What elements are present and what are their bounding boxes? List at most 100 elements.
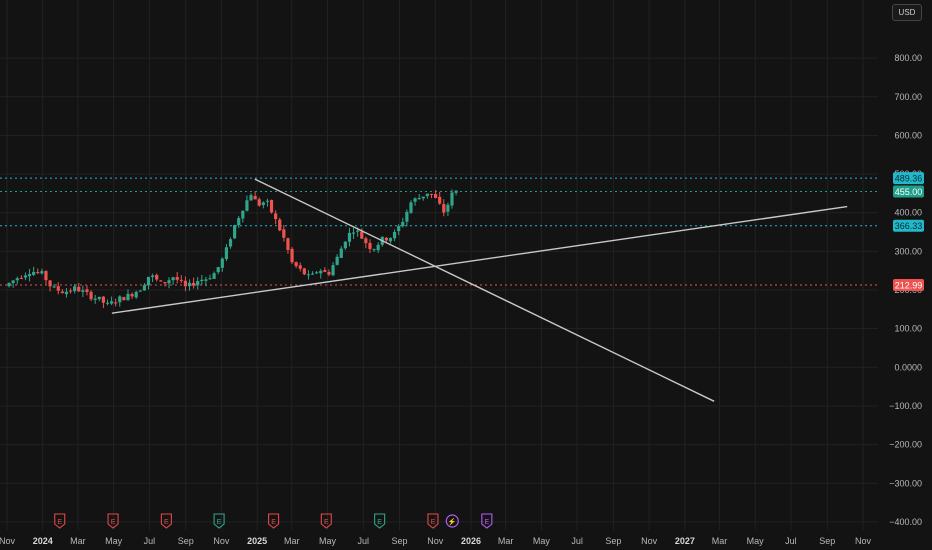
- x-tick-label: Jul: [785, 536, 797, 546]
- candle: [101, 296, 105, 309]
- candle-body: [241, 210, 245, 219]
- candle-body: [60, 291, 64, 294]
- candle-body: [171, 277, 175, 281]
- candle: [150, 273, 155, 283]
- x-tick-label: 2027: [675, 536, 695, 546]
- candle-body: [310, 273, 315, 275]
- candle-body: [331, 265, 335, 276]
- candle-body: [376, 244, 380, 251]
- candle: [68, 288, 73, 294]
- candle-body: [290, 248, 294, 263]
- candle-body: [298, 265, 302, 269]
- candle-body: [118, 296, 122, 303]
- candle: [146, 276, 151, 290]
- candle-body: [77, 286, 81, 292]
- price-label-low: 212.99: [893, 278, 924, 291]
- candle: [97, 296, 101, 302]
- candle-body: [208, 278, 212, 280]
- candle-body: [335, 256, 339, 265]
- candle-body: [417, 198, 421, 200]
- candle-body: [384, 237, 388, 241]
- trendline-descending: [254, 178, 715, 402]
- earnings-icon-shape: [54, 513, 66, 529]
- x-tick-label: May: [747, 536, 765, 546]
- candle: [392, 229, 397, 242]
- y-axis[interactable]: 800.00700.00600.00500.00400.00300.00200.…: [889, 53, 924, 527]
- candle: [187, 279, 192, 291]
- x-tick-label: Jul: [357, 536, 369, 546]
- candle: [23, 272, 28, 281]
- trendlines[interactable]: [111, 178, 848, 402]
- candle: [249, 192, 253, 201]
- earnings-icon-shape: [374, 513, 386, 529]
- candle: [40, 268, 44, 275]
- candle-body: [261, 202, 265, 206]
- currency-button[interactable]: USD: [892, 4, 922, 21]
- candle: [429, 193, 434, 199]
- candle: [282, 225, 286, 242]
- candle: [114, 298, 118, 307]
- candle: [339, 246, 343, 258]
- candle: [278, 217, 282, 232]
- event-markers[interactable]: E E E E E E E E ⚡ E: [54, 513, 493, 529]
- candle-body: [142, 285, 146, 291]
- chart-grid: [0, 0, 878, 530]
- candle: [274, 210, 278, 225]
- candle: [44, 270, 48, 285]
- candle: [175, 272, 179, 284]
- price-label-text: 212.99: [895, 280, 923, 290]
- candle-body: [56, 286, 60, 291]
- candle: [77, 282, 81, 293]
- candle-body: [347, 232, 352, 242]
- candle-body: [442, 204, 446, 213]
- price-label-box: [893, 185, 924, 198]
- candle-body: [294, 262, 298, 267]
- candle-body: [302, 268, 306, 275]
- candle: [167, 277, 171, 289]
- candle-body: [413, 198, 417, 202]
- candle-body: [438, 196, 442, 204]
- candle-body: [401, 221, 405, 227]
- candle: [212, 271, 216, 280]
- candle: [413, 197, 417, 206]
- candle: [233, 224, 237, 240]
- candle-body: [429, 193, 434, 195]
- event-glyph: E: [271, 519, 276, 526]
- candle: [155, 273, 159, 282]
- y-tick-label: −200.00: [889, 440, 922, 450]
- candle: [122, 296, 126, 301]
- price-label-mid: 366.33: [893, 219, 924, 232]
- candle: [118, 295, 122, 307]
- earnings-icon-shape: [320, 513, 332, 529]
- candle: [269, 199, 274, 214]
- candle-body: [85, 289, 89, 292]
- x-tick-label: 2025: [247, 536, 267, 546]
- candle: [433, 189, 438, 199]
- price-label-text: 366.33: [895, 221, 923, 231]
- y-tick-label: 700.00: [894, 92, 922, 102]
- candle-body: [150, 275, 155, 277]
- candle: [27, 268, 32, 282]
- x-tick-label: Mar: [498, 536, 514, 546]
- candle-body: [274, 213, 278, 220]
- candle-body: [282, 229, 286, 238]
- price-label-box: [893, 278, 924, 291]
- x-axis[interactable]: Nov 2024 Mar May Jul Sep Nov 2025 Mar May Jul Sep No…: [0, 536, 871, 546]
- candle-body: [36, 272, 40, 274]
- x-tick-label: May: [105, 536, 123, 546]
- candle: [405, 209, 409, 227]
- candles: [7, 189, 458, 309]
- candle-body: [44, 271, 48, 281]
- x-tick-label: Mar: [70, 536, 86, 546]
- candle-body: [134, 291, 138, 298]
- candle-body: [27, 274, 32, 277]
- candle-body: [327, 271, 331, 275]
- candle-body: [64, 291, 69, 295]
- candle-body: [23, 275, 28, 278]
- candle-body: [339, 248, 343, 258]
- candle: [105, 299, 110, 306]
- candle-body: [392, 231, 397, 239]
- candle-body: [278, 219, 282, 231]
- candle-body: [224, 247, 229, 260]
